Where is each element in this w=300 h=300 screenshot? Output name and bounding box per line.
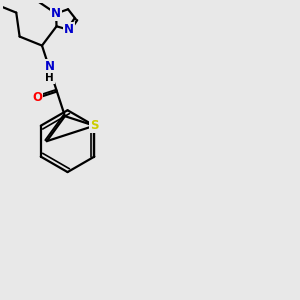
Text: N: N xyxy=(51,7,61,20)
Text: S: S xyxy=(90,119,99,132)
Text: O: O xyxy=(32,92,42,104)
Text: H: H xyxy=(45,73,54,83)
Text: N: N xyxy=(64,23,74,36)
Text: N: N xyxy=(44,60,55,73)
